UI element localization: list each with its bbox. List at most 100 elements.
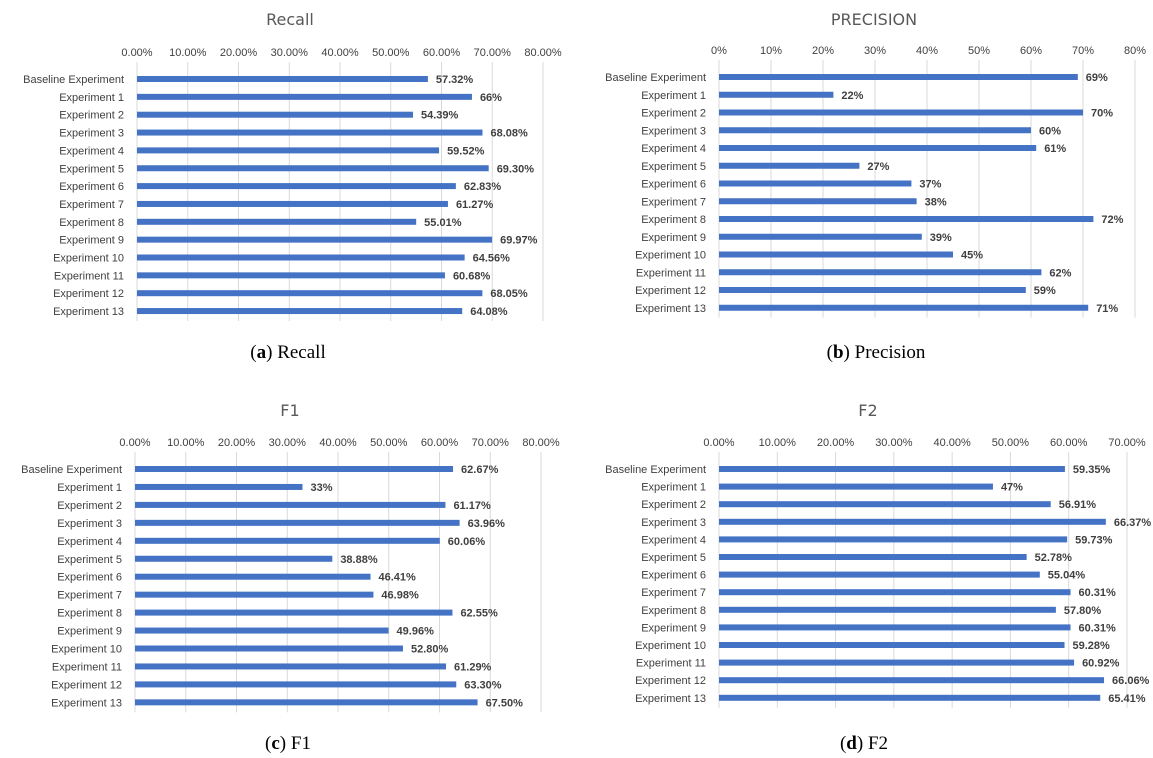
y-category-label: Experiment 5 xyxy=(641,552,706,564)
data-label: 68.08% xyxy=(491,128,529,140)
x-tick-label: 60.00% xyxy=(423,47,461,59)
chart-panel-f2: F2 0.00% 10.00% 20.00% 30.00% 40.00% 50.00% 60.… xyxy=(576,392,1153,722)
y-category-label: Experiment 1 xyxy=(641,90,706,102)
data-label: 27% xyxy=(867,161,889,173)
y-category-label: Experiment 4 xyxy=(59,145,124,157)
data-label: 67.50% xyxy=(486,697,524,709)
caption-f2: (d) F2 xyxy=(839,733,889,754)
x-tick-label: 10% xyxy=(760,45,782,57)
y-category-label: Experiment 8 xyxy=(641,605,706,617)
y-category-label: Experiment 11 xyxy=(54,270,124,282)
data-label: 64.56% xyxy=(473,253,511,265)
data-label: 71% xyxy=(1096,303,1118,315)
bar xyxy=(719,466,1065,472)
x-tick-label: 0.00% xyxy=(703,437,734,449)
bar xyxy=(137,183,456,190)
caption-text: Precision xyxy=(854,342,926,363)
bar xyxy=(137,165,489,172)
x-tick-label: 30% xyxy=(864,45,886,57)
y-category-label: Baseline Experiment xyxy=(605,72,706,84)
bar xyxy=(719,536,1068,543)
y-category-label: Experiment 6 xyxy=(641,570,706,582)
y-category-label: Experiment 10 xyxy=(53,253,124,265)
y-category-label: Experiment 4 xyxy=(57,536,122,548)
caption-text: F1 xyxy=(290,733,311,754)
data-label: 22% xyxy=(841,90,863,102)
x-tick-label: 20.00% xyxy=(220,47,258,59)
x-tick-label: 40% xyxy=(916,45,938,57)
y-category-label: Experiment 2 xyxy=(57,500,122,512)
data-label: 46.41% xyxy=(379,572,417,584)
bar xyxy=(135,483,303,490)
data-label: 57.32% xyxy=(436,74,474,86)
x-tick-label: 40.00% xyxy=(933,437,971,449)
bar xyxy=(137,254,465,261)
x-tick-label: 60.00% xyxy=(1050,437,1088,449)
bar xyxy=(135,609,453,616)
bar xyxy=(719,501,1051,508)
y-category-label: Experiment 12 xyxy=(635,675,706,687)
chart-panel-precision: PRECISION 0% 10% 20% 30% 40% 50% 60% 70% 80% Basel… xyxy=(576,0,1153,330)
y-category-label: Experiment 4 xyxy=(641,534,706,546)
bar xyxy=(719,109,1083,116)
y-category-label: Experiment 9 xyxy=(59,235,124,247)
x-tick-label: 70% xyxy=(1072,45,1094,57)
y-category-label: Experiment 11 xyxy=(52,661,122,673)
caption-recall: (a) Recall xyxy=(250,342,326,363)
x-tick-label: 80.00% xyxy=(524,47,562,59)
caption-precision: (b) Precision xyxy=(826,342,926,363)
y-category-label: Experiment 9 xyxy=(57,626,122,638)
data-label: 66.06% xyxy=(1112,675,1150,687)
bar xyxy=(719,659,1075,666)
y-category-label: Experiment 6 xyxy=(59,181,124,193)
x-tick-label: 30.00% xyxy=(269,437,307,449)
chart-title: Recall xyxy=(266,10,314,29)
data-label: 66% xyxy=(480,92,502,104)
y-category-label: Baseline Experiment xyxy=(605,464,706,476)
y-category-label: Experiment 12 xyxy=(53,288,124,300)
bar xyxy=(137,111,414,118)
data-label: 72% xyxy=(1101,214,1123,226)
bar xyxy=(719,233,922,240)
data-label: 55.01% xyxy=(424,217,462,229)
caption-letter: d xyxy=(846,733,857,754)
x-tick-label: 40.00% xyxy=(321,47,359,59)
y-category-label: Experiment 7 xyxy=(59,199,124,211)
x-tick-label: 20% xyxy=(812,45,834,57)
data-label: 59.28% xyxy=(1073,640,1111,652)
bar xyxy=(719,642,1065,648)
data-label: 59% xyxy=(1034,285,1056,297)
data-label: 38.88% xyxy=(340,554,378,566)
data-label: 63.96% xyxy=(468,518,506,530)
y-category-label: Experiment 9 xyxy=(641,622,706,634)
data-label: 52.78% xyxy=(1035,552,1073,564)
x-tick-label: 10.00% xyxy=(167,437,205,449)
chart-f2: F2 0.00% 10.00% 20.00% 30.00% 40.00% 50.00% 60.… xyxy=(605,401,1151,708)
y-category-label: Experiment 2 xyxy=(641,108,706,120)
data-label: 60.31% xyxy=(1079,622,1117,634)
data-label: 57.80% xyxy=(1064,605,1102,617)
bar xyxy=(135,537,440,544)
y-category-label: Experiment 1 xyxy=(59,92,124,104)
bar xyxy=(135,573,371,580)
x-tick-label: 60.00% xyxy=(421,437,459,449)
data-label: 59.73% xyxy=(1075,534,1113,546)
y-category-label: Experiment 7 xyxy=(57,590,122,602)
data-label: 60.92% xyxy=(1082,658,1120,670)
data-label: 33% xyxy=(310,482,332,494)
bar xyxy=(719,694,1101,701)
bar xyxy=(137,147,440,154)
chart-recall: Recall 0.00% 10.00% 20.00% 30.00% 40.00% 50.00… xyxy=(23,10,562,322)
bar xyxy=(719,554,1027,560)
caption-text: Recall xyxy=(277,342,326,363)
y-category-label: Experiment 3 xyxy=(59,128,124,140)
data-label: 60.68% xyxy=(453,270,491,282)
x-tick-label: 40.00% xyxy=(319,437,357,449)
y-category-label: Experiment 8 xyxy=(57,608,122,620)
y-category-label: Experiment 5 xyxy=(641,161,706,173)
y-category-label: Experiment 3 xyxy=(641,517,706,529)
data-label: 61.17% xyxy=(453,500,491,512)
chart-title: F1 xyxy=(280,401,299,420)
data-label: 56.91% xyxy=(1059,499,1097,511)
data-label: 63.30% xyxy=(464,679,502,691)
